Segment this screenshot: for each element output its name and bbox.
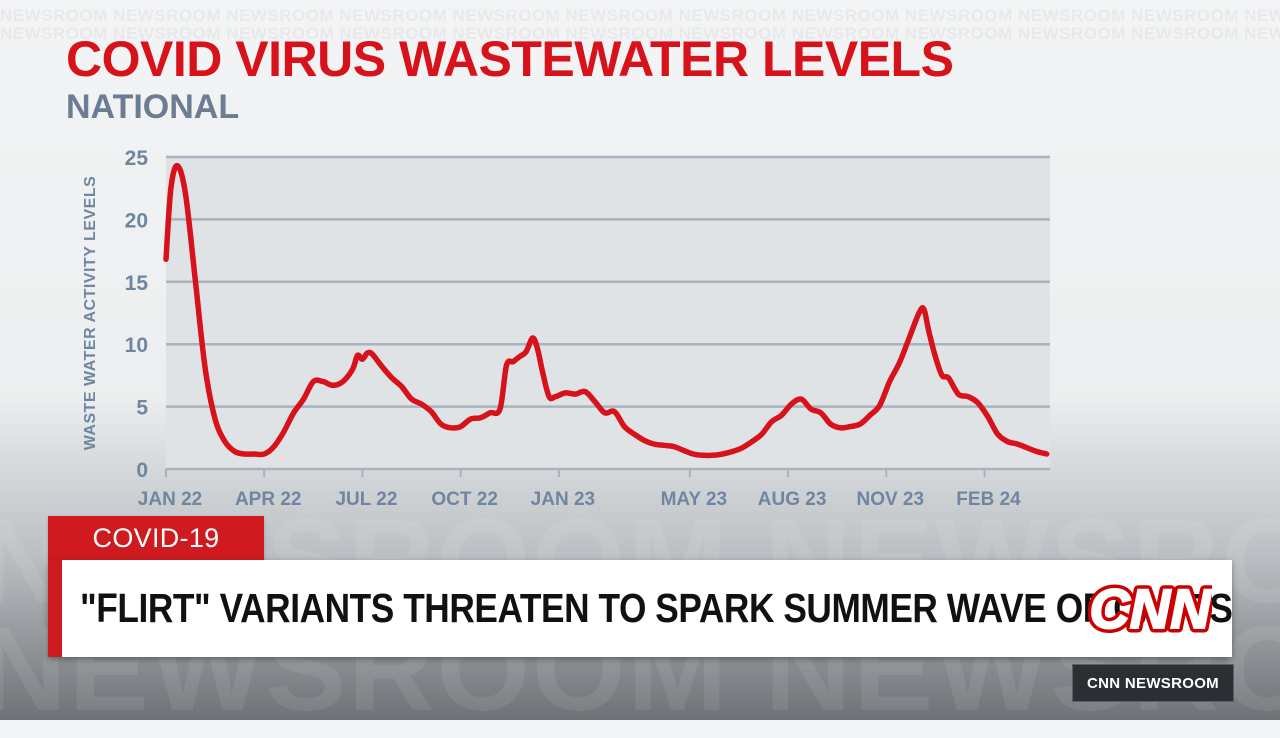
x-tick-label: JAN 22 [138,489,202,510]
x-tick-label: MAY 23 [661,489,728,510]
network-logo: CNN CNN [1088,578,1212,640]
headline-accent [48,560,62,657]
y-tick-label: 25 [125,147,149,170]
x-tick-label: NOV 23 [856,489,924,510]
y-tick-label: 0 [136,459,148,482]
x-tick-label: JAN 23 [531,489,595,510]
watermark-row-1: NEWSROOM NEWSROOM NEWSROOM NEWSROOM NEWS… [0,6,1280,26]
y-tick-label: 15 [125,272,149,295]
x-tick-label: APR 22 [235,489,302,510]
plot-background [166,157,1050,469]
x-tick-label: JUL 22 [335,489,397,510]
grid-lines [166,155,1050,471]
series-line [163,162,1050,459]
chart-title: COVID VIRUS WASTEWATER LEVELS [66,31,954,87]
headline-text: "FLIRT" VARIANTS THREATEN TO SPARK SUMME… [80,585,1233,631]
y-tick-label: 5 [136,397,148,420]
y-axis-label: WASTE WATER ACTIVITY LEVELS [82,176,99,451]
topic-tag: COVID-19 [48,516,264,560]
x-tick-label: FEB 24 [956,489,1021,510]
x-tick-label: AUG 23 [758,489,827,510]
logo-fill: CNN [1089,578,1212,640]
y-tick-label: 20 [125,209,148,232]
x-tick-label: OCT 22 [431,489,498,510]
logo-outline: CNN [1089,578,1212,640]
show-name-badge: CNN NEWSROOM [1072,664,1234,702]
x-tick-labels: JAN 22 APR 22 JUL 22 OCT 22 JAN 23 MAY 23 AUG … [138,469,1021,510]
headline-bar [48,560,1232,657]
watermark-row-2: NEWSROOM NEWSROOM NEWSROOM NEWSROOM NEWS… [0,24,1280,44]
y-tick-labels: 0 5 10 15 20 25 [125,147,149,482]
y-tick-label: 10 [125,334,148,357]
chart-subtitle: NATIONAL [66,88,240,126]
